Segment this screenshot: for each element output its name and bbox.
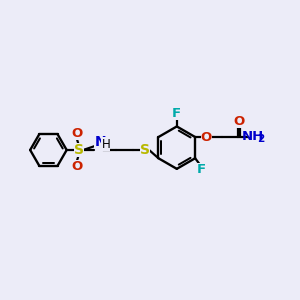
Text: F: F [197,163,206,176]
Text: O: O [71,160,82,173]
Text: 2: 2 [257,134,264,144]
Text: H: H [101,138,110,151]
Text: S: S [74,143,84,157]
Text: O: O [201,130,212,143]
Text: N: N [94,135,106,149]
Text: F: F [172,107,182,120]
Text: NH: NH [242,130,264,143]
Text: O: O [233,115,245,128]
Text: S: S [140,143,150,157]
Text: O: O [71,127,82,140]
